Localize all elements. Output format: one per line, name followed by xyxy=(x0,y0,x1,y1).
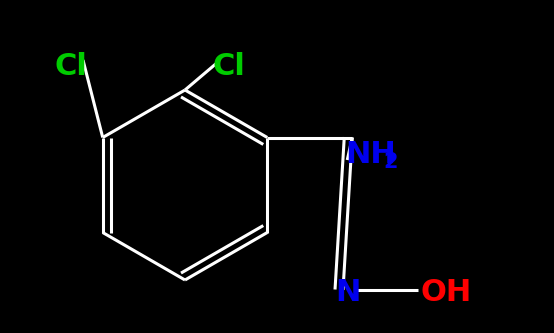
Text: 2: 2 xyxy=(383,152,398,172)
Text: OH: OH xyxy=(420,278,471,307)
Text: NH: NH xyxy=(345,140,396,169)
Text: Cl: Cl xyxy=(55,52,88,81)
Text: N: N xyxy=(335,278,360,307)
Text: Cl: Cl xyxy=(213,52,246,81)
